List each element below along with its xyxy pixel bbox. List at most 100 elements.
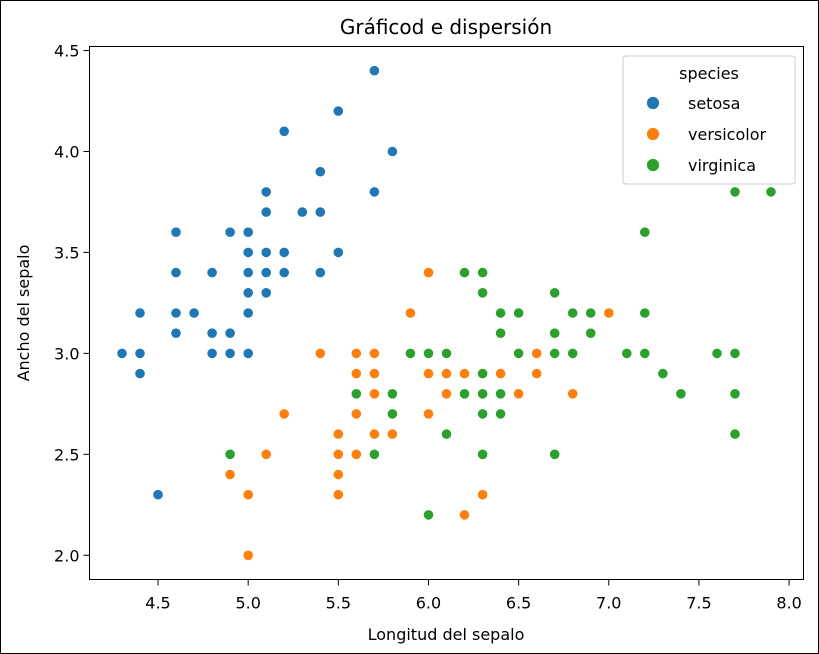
point-virginica-0 <box>476 287 489 299</box>
point-setosa-31 <box>314 266 326 279</box>
x-tick-label-1: 5.0 <box>235 594 260 613</box>
y-axis-ticks: 2.0 2.5 3.0 3.5 4.0 4.5 <box>54 42 90 565</box>
y-tick-label-2: 3.0 <box>54 344 79 363</box>
point-virginica-14 <box>386 388 398 400</box>
legend-marker-virginica <box>646 158 660 172</box>
point-versicolor-37 <box>476 489 489 501</box>
point-virginica-33 <box>476 388 489 400</box>
point-setosa-15 <box>368 65 380 77</box>
point-setosa-26 <box>242 266 254 279</box>
point-virginica-15 <box>494 307 507 319</box>
x-tick-label-0: 4.5 <box>145 594 170 613</box>
point-virginica-7 <box>657 367 669 380</box>
point-versicolor-3 <box>332 489 344 501</box>
point-virginica-9 <box>639 226 651 238</box>
point-setosa-30 <box>206 327 218 339</box>
x-tick-label-7: 8.0 <box>776 594 801 613</box>
point-setosa-8 <box>134 367 146 380</box>
point-virginica-5 <box>711 347 723 359</box>
point-virginica-29 <box>639 347 651 359</box>
y-axis-label: Ancho del sepalo <box>14 245 33 382</box>
point-versicolor-10 <box>242 549 254 561</box>
point-setosa-23 <box>260 287 272 299</box>
point-versicolor-20 <box>404 307 416 319</box>
point-setosa-37 <box>224 226 236 238</box>
point-setosa-6 <box>170 266 182 279</box>
point-versicolor-0 <box>603 307 615 319</box>
point-versicolor-46 <box>368 367 380 380</box>
points-layer <box>116 65 777 561</box>
point-setosa-17 <box>260 246 272 258</box>
point-virginica-21 <box>350 388 362 400</box>
point-versicolor-19 <box>350 448 362 460</box>
point-setosa-27 <box>278 246 290 258</box>
point-virginica-36 <box>476 266 489 279</box>
x-tick-label-5: 7.0 <box>596 594 621 613</box>
point-setosa-29 <box>188 307 200 319</box>
point-virginica-27 <box>440 347 453 359</box>
point-setosa-42 <box>134 307 146 319</box>
point-virginica-42 <box>386 408 398 420</box>
point-versicolor-39 <box>332 448 344 460</box>
legend-marker-setosa <box>646 96 660 110</box>
point-virginica-8 <box>549 448 561 460</box>
x-tick-label-6: 7.5 <box>686 594 711 613</box>
point-versicolor-38 <box>350 347 362 359</box>
point-setosa-3 <box>170 327 182 339</box>
legend-box <box>622 55 796 185</box>
point-versicolor-45 <box>368 347 380 359</box>
point-setosa-45 <box>206 347 218 359</box>
point-setosa-48 <box>296 206 308 218</box>
point-virginica-41 <box>585 327 597 339</box>
point-virginica-31 <box>765 186 777 198</box>
legend-label-virginica: virginica <box>688 156 756 175</box>
point-setosa-34 <box>224 327 236 339</box>
point-versicolor-8 <box>531 367 543 380</box>
point-virginica-13 <box>368 448 380 460</box>
point-virginica-46 <box>476 448 489 460</box>
axes-frame <box>89 46 804 580</box>
y-tick-label-4: 4.0 <box>54 142 79 161</box>
point-setosa-43 <box>242 246 254 258</box>
point-setosa-41 <box>152 489 164 501</box>
point-setosa-25 <box>242 347 254 359</box>
point-virginica-34 <box>440 428 453 440</box>
y-tick-label-5: 4.5 <box>54 42 79 61</box>
point-virginica-20 <box>585 307 597 319</box>
point-versicolor-48 <box>260 448 272 460</box>
point-virginica-35 <box>729 347 741 359</box>
legend-label-versicolor: versicolor <box>688 125 766 144</box>
point-versicolor-43 <box>242 489 254 501</box>
point-setosa-49 <box>242 287 254 299</box>
point-virginica-25 <box>639 307 651 319</box>
point-setosa-14 <box>386 145 398 158</box>
point-versicolor-44 <box>350 408 362 420</box>
x-axis-label: Longitud del sepalo <box>368 625 525 644</box>
point-virginica-6 <box>224 448 236 460</box>
point-setosa-47 <box>170 307 182 319</box>
x-tick-label-2: 5.5 <box>326 594 351 613</box>
point-setosa-16 <box>314 166 326 178</box>
point-versicolor-40 <box>332 428 344 440</box>
legend-title: species <box>679 64 739 83</box>
point-virginica-3 <box>476 367 489 380</box>
chart-title: Gráficod e dispersión <box>340 15 552 39</box>
point-virginica-17 <box>729 186 741 198</box>
point-setosa-13 <box>116 347 128 359</box>
point-setosa-36 <box>332 246 344 258</box>
point-versicolor-35 <box>422 266 435 279</box>
point-versicolor-9 <box>278 408 290 420</box>
point-setosa-32 <box>278 125 290 137</box>
point-setosa-28 <box>278 266 290 279</box>
legend-label-setosa: setosa <box>688 94 740 113</box>
point-versicolor-24 <box>494 367 507 380</box>
point-versicolor-34 <box>314 347 326 359</box>
point-versicolor-18 <box>458 509 471 521</box>
point-versicolor-23 <box>440 388 453 400</box>
point-virginica-10 <box>512 307 525 319</box>
point-versicolor-13 <box>440 367 453 380</box>
point-setosa-4 <box>242 226 254 238</box>
point-setosa-21 <box>260 206 272 218</box>
point-versicolor-47 <box>458 367 471 380</box>
y-tick-label-0: 2.0 <box>54 546 79 565</box>
